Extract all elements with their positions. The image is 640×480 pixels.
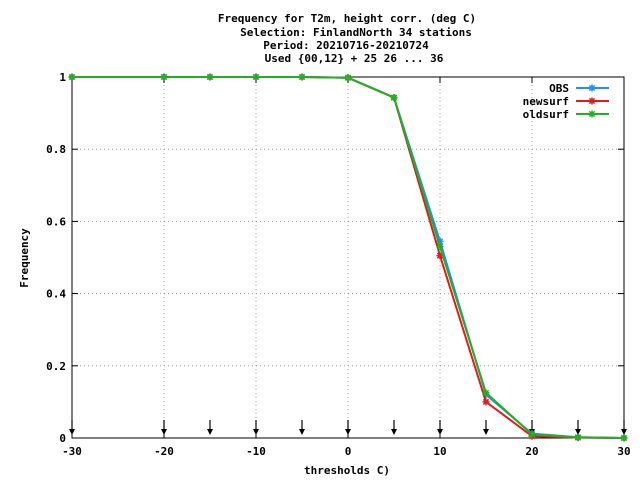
data-point xyxy=(344,74,352,82)
series-lines xyxy=(68,73,628,442)
threshold-arrow-icon xyxy=(391,420,397,435)
data-point xyxy=(252,73,260,81)
legend-marker xyxy=(588,110,596,118)
threshold-arrow-icon xyxy=(621,420,627,435)
threshold-arrow-icon xyxy=(575,420,581,435)
title-line-3: Period: 20210716-20210724 xyxy=(263,39,429,52)
legend-marker xyxy=(588,97,596,105)
threshold-markers xyxy=(69,420,627,435)
chart-title: Frequency for T2m, height corr. (deg C) … xyxy=(218,12,476,65)
legend-marker xyxy=(588,84,596,92)
data-point xyxy=(482,398,490,406)
y-tick-label: 0.6 xyxy=(46,215,66,228)
threshold-arrow-icon xyxy=(207,420,213,435)
threshold-arrow-icon xyxy=(253,420,259,435)
threshold-arrow-icon xyxy=(161,420,167,435)
x-tick-label: 30 xyxy=(617,445,630,458)
data-point xyxy=(436,243,444,251)
x-tick-label: -20 xyxy=(154,445,174,458)
grid xyxy=(72,77,624,438)
legend-item-oldsurf: oldsurf xyxy=(523,108,609,121)
data-point xyxy=(68,73,76,81)
y-tick-label: 0.4 xyxy=(46,288,66,301)
data-point xyxy=(482,389,490,397)
axis-ticks: -30 -20 -10 0 10 20 30 0 0.2 0.4 0.6 0.8 1 xyxy=(46,71,631,458)
legend-label: oldsurf xyxy=(523,108,569,121)
x-tick-label: 10 xyxy=(433,445,446,458)
legend-label: OBS xyxy=(549,82,569,95)
data-point xyxy=(160,73,168,81)
x-tick-label: 20 xyxy=(525,445,538,458)
y-tick-label: 0.8 xyxy=(46,143,66,156)
title-line-4: Used {00,12} + 25 26 ... 36 xyxy=(265,52,444,65)
title-line-1: Frequency for T2m, height corr. (deg C) xyxy=(218,12,476,25)
data-point xyxy=(206,73,214,81)
title-line-2: Selection: FinlandNorth 34 stations xyxy=(240,26,472,39)
y-axis-label: Frequency xyxy=(18,228,31,288)
data-point xyxy=(298,73,306,81)
threshold-arrow-icon xyxy=(299,420,305,435)
threshold-arrow-icon xyxy=(483,420,489,435)
data-point xyxy=(390,94,398,102)
legend-item-newsurf: newsurf xyxy=(523,95,609,108)
data-point xyxy=(620,434,628,442)
legend-item-OBS: OBS xyxy=(549,82,609,95)
threshold-arrow-icon xyxy=(345,420,351,435)
threshold-arrow-icon xyxy=(437,420,443,435)
y-tick-label: 0 xyxy=(59,432,66,445)
data-point xyxy=(528,430,536,438)
threshold-arrow-icon xyxy=(69,420,75,435)
legend-label: newsurf xyxy=(523,95,569,108)
x-tick-label: -10 xyxy=(246,445,266,458)
x-tick-label: -30 xyxy=(62,445,82,458)
x-tick-label: 0 xyxy=(345,445,352,458)
series-oldsurf xyxy=(68,73,628,442)
series-line xyxy=(72,76,625,439)
y-tick-label: 0.2 xyxy=(46,360,66,373)
x-axis-label: thresholds C) xyxy=(304,464,390,477)
data-point xyxy=(574,433,582,441)
y-tick-label: 1 xyxy=(59,71,66,84)
